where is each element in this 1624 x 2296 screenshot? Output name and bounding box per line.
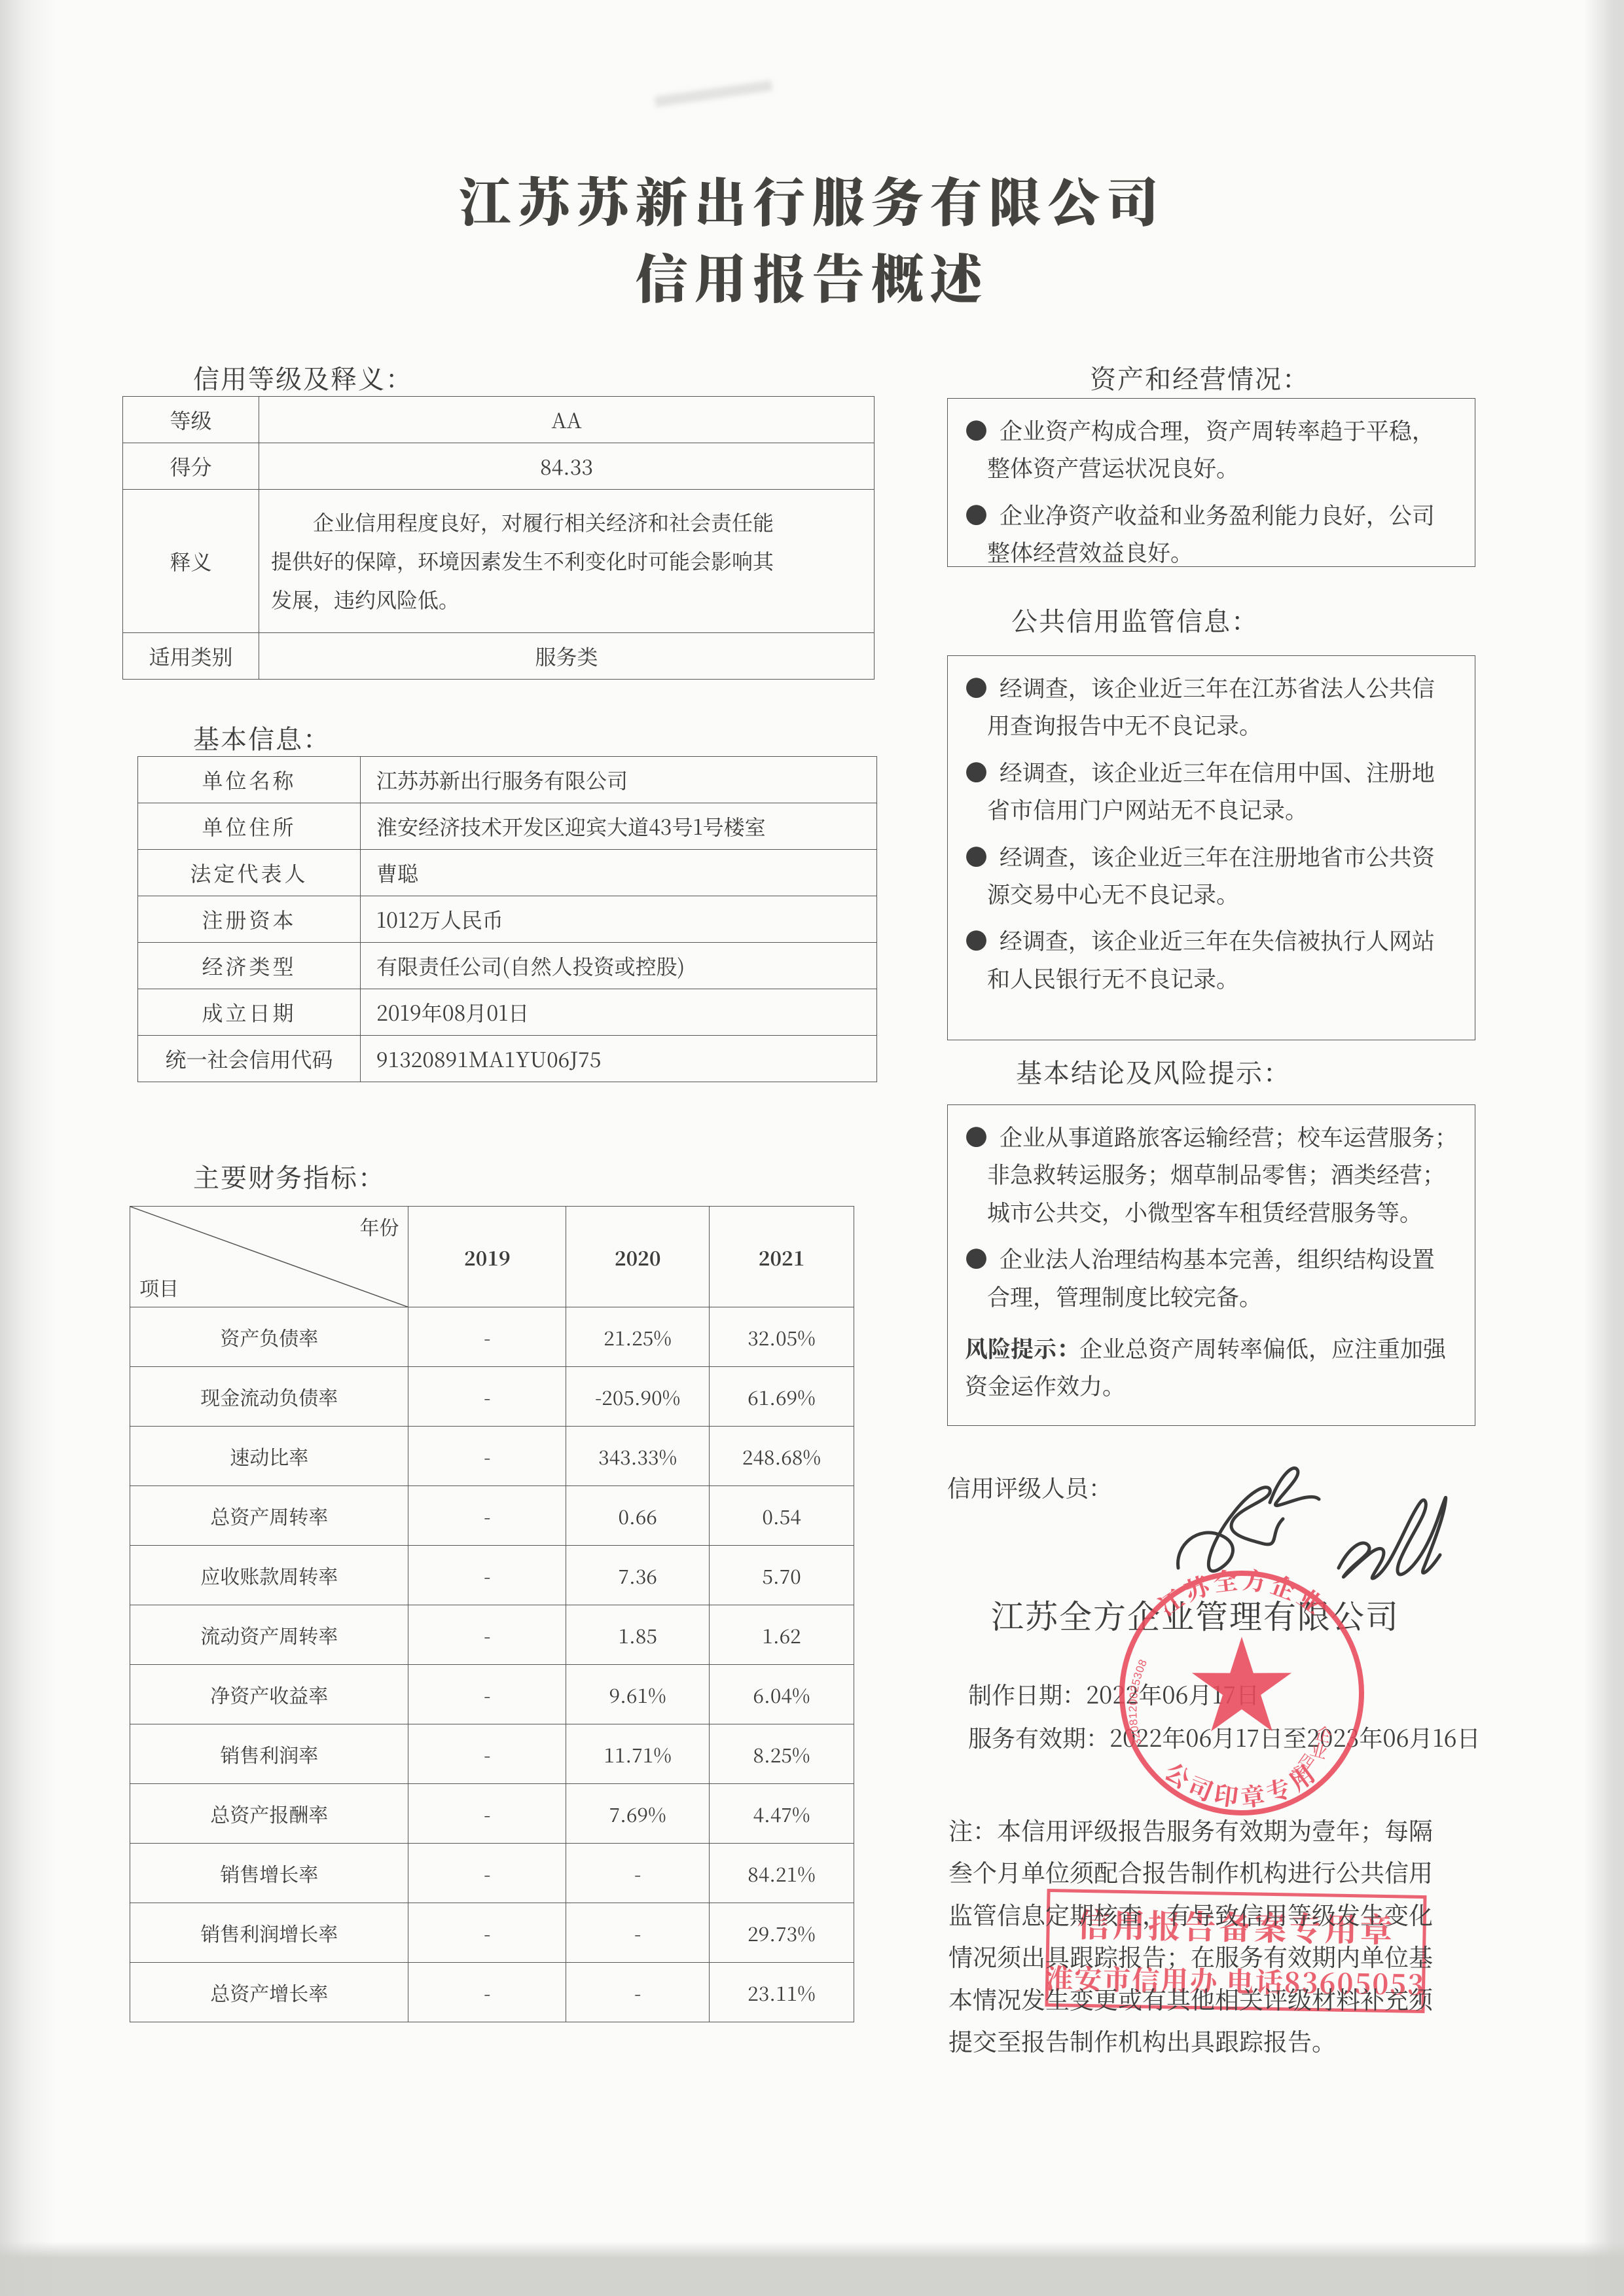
svg-text:江苏全方企业: 江苏全方企业 [1150, 1560, 1334, 1623]
svg-text:3208120025308: 3208120025308 [1127, 1658, 1149, 1747]
